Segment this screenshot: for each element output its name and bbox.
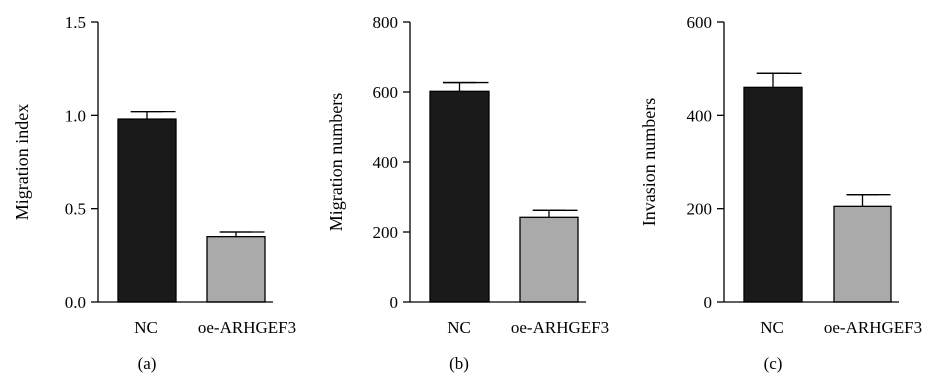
x-category-label: oe-ARHGEF3 (198, 318, 296, 337)
error-bar-oe-arhgef3 (219, 231, 265, 237)
y-tick-label: 0.0 (65, 293, 86, 312)
error-bar-nc (130, 110, 176, 120)
chart-panel-2: 0 200 400 600 800 NC oe-ARHGEF3 Migration numbe… (326, 13, 609, 373)
y-tick-label: 1.0 (65, 106, 86, 125)
y-tick-label: 600 (687, 13, 713, 32)
x-category-label: NC (134, 318, 158, 337)
x-category-label: NC (760, 318, 784, 337)
panel-label: (a) (138, 354, 157, 373)
y-axis-label: Invasion numbers (639, 98, 659, 226)
bar-oe-arhgef3 (833, 205, 892, 303)
error-bar-nc (442, 81, 489, 92)
y-tick-label: 1.5 (65, 13, 86, 32)
bar-nc (429, 90, 490, 303)
y-tick-label: 400 (687, 106, 713, 125)
x-category-label: NC (447, 318, 471, 337)
x-category-label: oe-ARHGEF3 (824, 318, 922, 337)
y-axis-label: Migration index (12, 104, 32, 220)
bar-nc (743, 86, 803, 303)
y-tick-label: 600 (373, 83, 399, 102)
y-tick-label: 200 (687, 200, 713, 219)
error-bar-oe-arhgef3 (846, 194, 891, 207)
bar-oe-arhgef3 (206, 236, 266, 303)
y-tick-label: 800 (373, 13, 399, 32)
panel-label: (b) (449, 354, 469, 373)
y-tick-label: 0 (704, 293, 713, 312)
y-tick-label: 400 (373, 153, 399, 172)
y-tick-label: 0 (390, 293, 399, 312)
y-tick-label: 0.5 (65, 200, 86, 219)
x-category-label: oe-ARHGEF3 (511, 318, 609, 337)
bar-oe-arhgef3 (519, 216, 579, 303)
error-bar-oe-arhgef3 (532, 209, 578, 218)
bar-nc (117, 118, 177, 303)
y-tick-label: 200 (373, 223, 399, 242)
chart-panel-1: 0.0 0.5 1.0 1.5 NC oe-ARHGEF3 Migration index (… (12, 13, 296, 373)
error-bar-nc (756, 72, 802, 88)
panel-label: (c) (764, 354, 783, 373)
y-axis-label: Migration numbers (326, 93, 346, 231)
chart-panel-3: 0 200 400 600 NC oe-ARHGEF3 Invasion numbers (c… (639, 13, 922, 373)
